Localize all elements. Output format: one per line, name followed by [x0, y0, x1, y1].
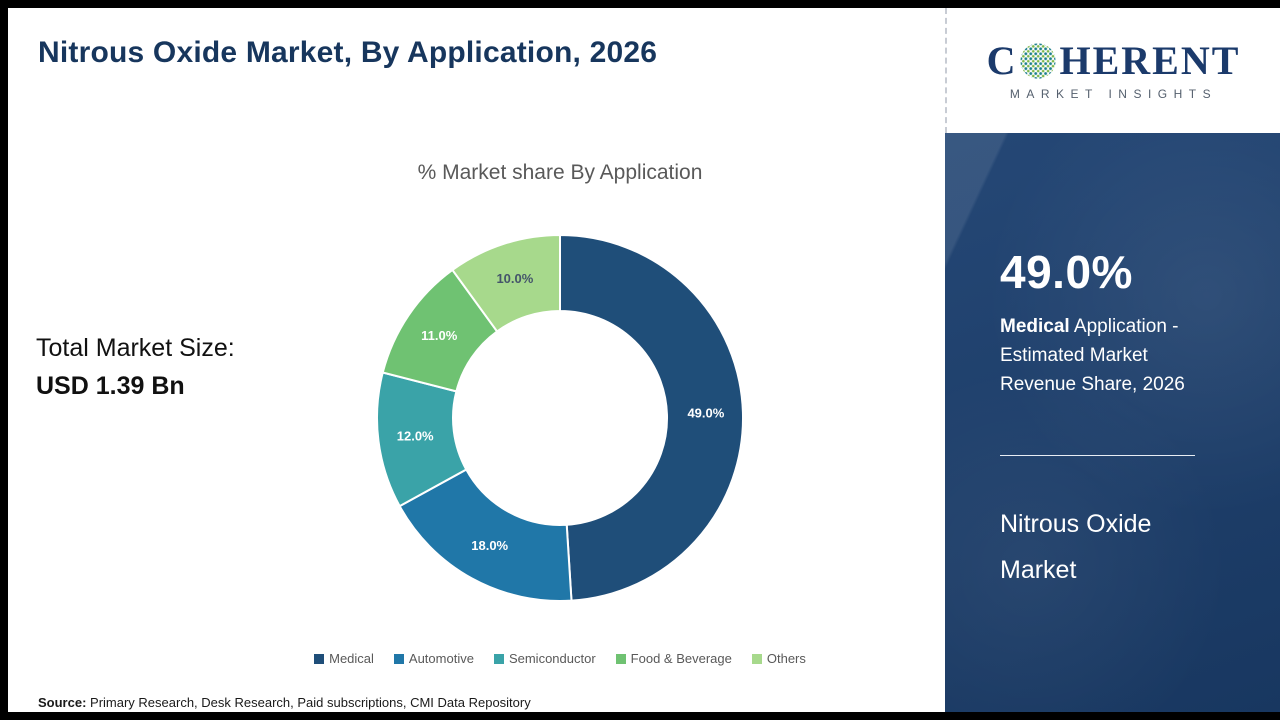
- donut-chart: 49.0% 18.0% 12.0% 11.0% 10.0%: [376, 233, 744, 602]
- legend-swatch: [393, 653, 404, 664]
- stat-value: 49.0%: [1000, 246, 1133, 298]
- slice-label: 10.0%: [496, 271, 533, 286]
- legend-label: Semiconductor: [508, 651, 596, 666]
- legend-item: Food & Beverage: [615, 651, 732, 666]
- chart-legend: Medical Automotive Semiconductor Food & Bev…: [160, 651, 960, 666]
- market-name: Nitrous Oxide Market: [1000, 509, 1152, 584]
- legend-item: Semiconductor: [493, 651, 596, 666]
- page-title: Nitrous Oxide Market, By Application, 20…: [38, 36, 658, 69]
- stat-description-rest: Application - Estimated Market Revenue S…: [1000, 316, 1185, 395]
- logo-letter-c: C: [986, 37, 1018, 83]
- donut-slice-others: [451, 233, 561, 333]
- slice-label: 12.0%: [397, 428, 434, 443]
- legend-label: Automotive: [408, 651, 474, 666]
- slice-label: 49.0%: [687, 405, 724, 420]
- logo-wordmark: C HERENT: [986, 37, 1241, 83]
- slice-label: 18.0%: [471, 538, 508, 553]
- brand-logo: C HERENT: [945, 8, 1280, 133]
- legend-item: Automotive: [393, 651, 474, 666]
- legend-swatch: [615, 653, 626, 664]
- source-text: Primary Research, Desk Research, Paid su…: [86, 695, 531, 710]
- stat-description-bold: Medical: [1000, 316, 1070, 337]
- total-market-size-value: USD 1.39 Bn: [36, 371, 185, 400]
- main-chart-area: Nitrous Oxide Market, By Application, 20…: [8, 8, 945, 712]
- legend-label: Food & Beverage: [630, 651, 732, 666]
- donut-slice-medical: [559, 233, 744, 602]
- legend-label: Medical: [329, 651, 374, 666]
- globe-dots-icon: [1020, 42, 1057, 79]
- legend-label: Others: [766, 651, 806, 666]
- legend-item: Others: [751, 651, 806, 666]
- stat-description: Medical Application - Estimated Market R…: [1000, 313, 1218, 400]
- total-market-size-label: Total Market Size:: [36, 334, 235, 362]
- divider-line: [1000, 454, 1195, 456]
- legend-item: Medical: [314, 651, 374, 666]
- logo-letters-herent: HERENT: [1059, 37, 1241, 83]
- source-note: Source: Primary Research, Desk Research,…: [38, 695, 531, 710]
- right-sidebar: C HERENT: [945, 8, 1280, 712]
- legend-swatch: [751, 653, 762, 664]
- highlight-panel: 49.0% Medical Application - Estimated Ma…: [945, 133, 1280, 712]
- legend-swatch: [314, 653, 325, 664]
- legend-swatch: [493, 653, 504, 664]
- source-label: Source:: [38, 695, 87, 710]
- logo-subtitle: MARKET INSIGHTS: [1009, 86, 1218, 101]
- slice-label: 11.0%: [421, 328, 458, 343]
- total-market-size: Total Market Size: USD 1.39 Bn: [36, 330, 235, 405]
- chart-title: % Market share By Application: [417, 161, 703, 184]
